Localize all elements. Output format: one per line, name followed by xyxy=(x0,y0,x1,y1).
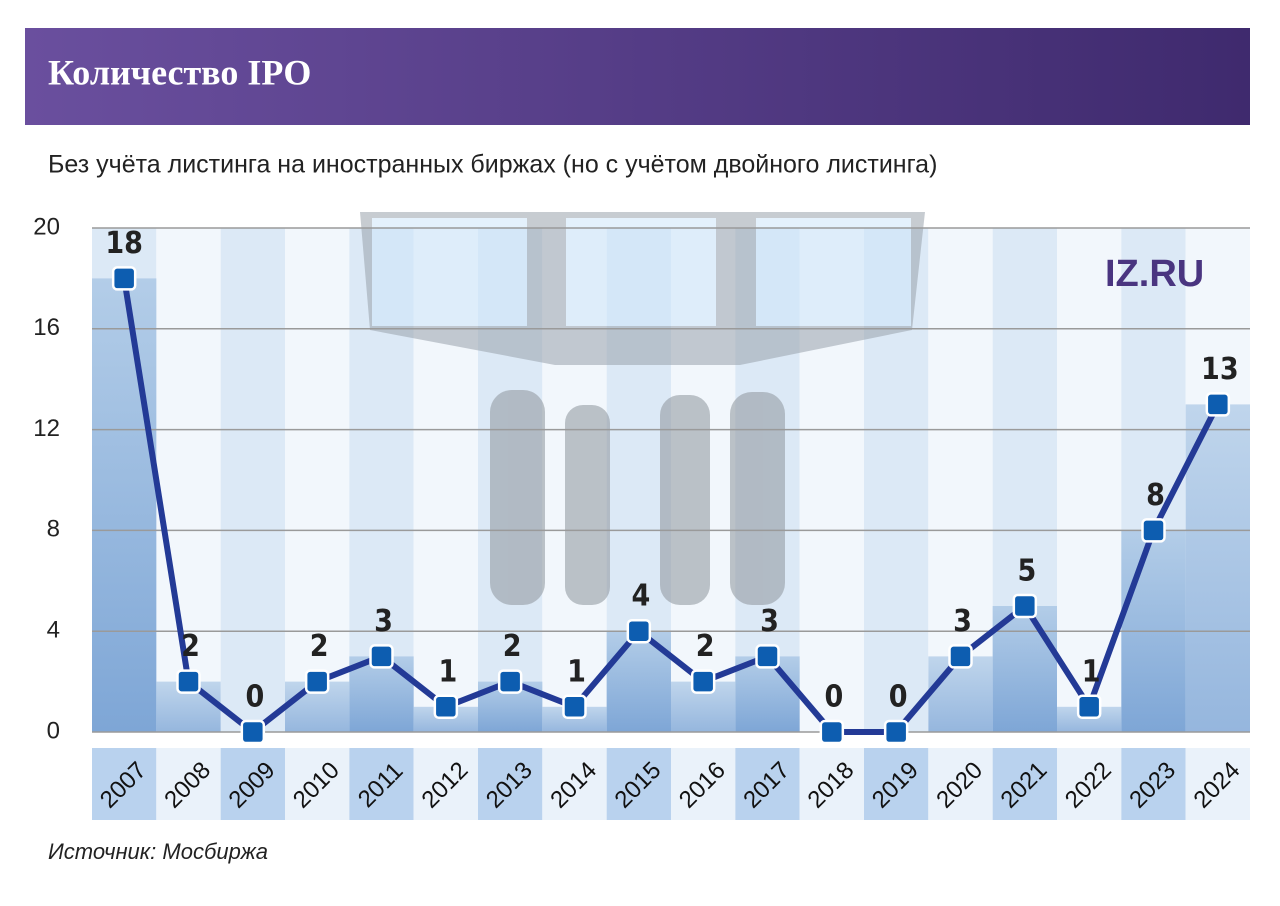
data-label: 13 xyxy=(1201,352,1239,387)
label-stripe xyxy=(992,748,1057,820)
label-stripe xyxy=(542,748,607,820)
label-stripe xyxy=(413,748,478,820)
label-stripe xyxy=(92,748,157,820)
data-point xyxy=(755,644,780,669)
column-stripe xyxy=(220,228,285,732)
data-point xyxy=(1141,518,1166,543)
data-point xyxy=(626,618,652,644)
data-label: 1 xyxy=(438,654,457,689)
data-label: 8 xyxy=(1146,478,1165,513)
logo: IZ.RU xyxy=(1105,253,1204,295)
data-label: 0 xyxy=(889,680,908,715)
data-point xyxy=(1205,392,1231,417)
data-point xyxy=(111,266,137,291)
column-stripe xyxy=(285,228,350,732)
data-label: 2 xyxy=(181,629,200,664)
data-point xyxy=(240,719,266,745)
y-tick-label: 16 xyxy=(33,314,60,341)
data-point xyxy=(883,719,909,745)
data-point xyxy=(690,669,716,694)
data-point xyxy=(1076,694,1102,720)
data-label: 4 xyxy=(631,579,650,614)
label-stripe xyxy=(671,748,736,820)
y-tick-label: 4 xyxy=(47,617,60,644)
illustration xyxy=(490,390,785,605)
label-stripe xyxy=(1057,748,1122,820)
column-stripe xyxy=(156,228,221,732)
area-column xyxy=(1185,404,1250,732)
data-label: 2 xyxy=(503,629,522,664)
label-stripe xyxy=(1185,748,1250,820)
illustration xyxy=(372,218,527,326)
data-label: 3 xyxy=(953,604,972,639)
data-label: 18 xyxy=(105,226,143,261)
illustration xyxy=(756,218,911,326)
data-point xyxy=(369,644,394,669)
label-stripe xyxy=(220,748,285,820)
data-label: 1 xyxy=(567,654,586,689)
subtitle: Без учёта листинга на иностранных биржах… xyxy=(48,151,937,179)
data-point xyxy=(562,694,587,720)
chart-title: Количество IPO xyxy=(48,52,311,92)
label-stripe xyxy=(1121,748,1186,820)
data-point xyxy=(948,644,973,669)
data-point xyxy=(819,719,845,745)
label-stripe xyxy=(928,748,993,820)
label-stripe xyxy=(864,748,929,820)
y-tick-label: 12 xyxy=(33,415,60,442)
data-label: 2 xyxy=(696,629,715,664)
data-point xyxy=(497,669,523,694)
data-label: 1 xyxy=(1082,654,1101,689)
header-band xyxy=(25,28,1250,125)
data-label: 2 xyxy=(310,629,329,664)
label-stripe xyxy=(349,748,414,820)
data-label: 0 xyxy=(245,680,264,715)
label-stripe xyxy=(285,748,350,820)
y-tick-label: 8 xyxy=(47,516,60,543)
illustration xyxy=(566,218,716,326)
data-point xyxy=(176,669,201,694)
source: Источник: Мосбиржа xyxy=(48,839,268,864)
label-stripe xyxy=(735,748,800,820)
data-point xyxy=(304,669,330,694)
label-stripe xyxy=(478,748,543,820)
area-column xyxy=(735,656,800,732)
area-column xyxy=(928,656,993,732)
y-tick-label: 0 xyxy=(47,717,60,744)
area-column xyxy=(349,656,414,732)
data-label: 0 xyxy=(824,680,843,715)
area-column xyxy=(92,278,157,732)
area-column xyxy=(992,606,1057,732)
data-label: 3 xyxy=(760,604,779,639)
data-point xyxy=(1012,593,1038,619)
data-label: 3 xyxy=(374,604,393,639)
label-stripe xyxy=(606,748,671,820)
y-tick-label: 20 xyxy=(33,213,60,240)
label-stripe xyxy=(156,748,221,820)
label-stripe xyxy=(799,748,864,820)
data-label: 5 xyxy=(1017,554,1036,589)
data-point xyxy=(433,694,459,720)
